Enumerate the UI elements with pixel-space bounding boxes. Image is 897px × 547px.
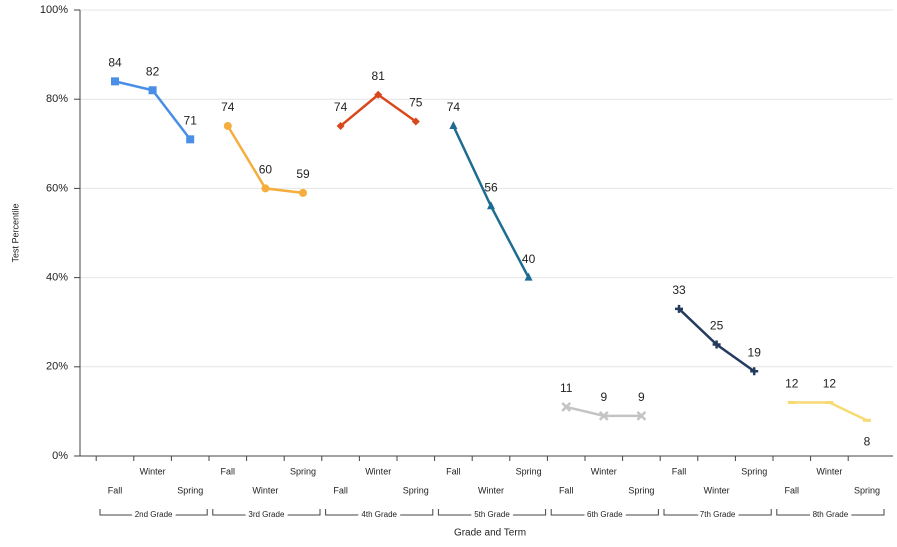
x-tick-label: Fall (333, 485, 348, 495)
marker (111, 77, 119, 86)
x-tick-label: Fall (672, 466, 687, 476)
data-label: 71 (184, 114, 198, 128)
marker (598, 410, 609, 421)
marker (449, 120, 458, 129)
data-label: 40 (522, 252, 536, 266)
x-tick-label: Spring (741, 466, 767, 476)
marker (524, 272, 533, 281)
marker (223, 121, 232, 130)
x-tick-label: Spring (403, 485, 429, 495)
data-label: 8 (864, 434, 871, 448)
x-tick-label: Spring (516, 466, 542, 476)
data-label: 82 (146, 64, 160, 78)
series-line (791, 401, 868, 422)
group-label: 2nd Grade (135, 510, 173, 519)
x-axis-label: Grade and Term (454, 528, 526, 539)
x-tick-label: Winter (704, 485, 730, 495)
marker (561, 402, 572, 412)
group-label: 5th Grade (474, 510, 510, 519)
data-label: 25 (710, 319, 724, 333)
x-tick-label: Winter (365, 466, 391, 476)
marker (299, 188, 307, 197)
marker (675, 304, 683, 313)
x-tick-label: Winter (140, 466, 166, 476)
y-tick-label: 60% (46, 182, 68, 194)
group-bracket (325, 509, 434, 516)
x-tick-label: Fall (221, 466, 236, 476)
data-label: 81 (372, 69, 386, 83)
data-label: 84 (108, 56, 122, 70)
data-label: 19 (748, 345, 762, 359)
marker (636, 410, 647, 421)
y-tick-label: 40% (46, 272, 68, 284)
x-tick-label: Spring (177, 485, 203, 495)
x-tick-label: Winter (478, 485, 504, 495)
group-bracket (550, 509, 659, 516)
data-label: 9 (600, 390, 607, 404)
marker (261, 184, 270, 193)
y-tick-label: 100% (40, 4, 68, 16)
marker (374, 90, 383, 99)
group-label: 7th Grade (700, 510, 736, 519)
y-tick-label: 80% (46, 93, 68, 105)
x-tick-label: Spring (628, 485, 654, 495)
group-bracket (663, 509, 772, 516)
group-label: 6th Grade (587, 510, 623, 519)
y-axis-label: Test Percentile (10, 203, 20, 262)
series-line (226, 125, 304, 195)
marker (411, 117, 420, 126)
data-label: 9 (638, 390, 645, 404)
x-tick-label: Winter (816, 466, 842, 476)
marker (750, 367, 759, 376)
marker (148, 86, 157, 95)
group-bracket (212, 509, 321, 516)
marker (712, 340, 721, 349)
y-tick-label: 20% (46, 361, 68, 373)
marker (186, 135, 195, 144)
data-label: 60 (259, 163, 273, 177)
data-label: 33 (672, 283, 686, 297)
data-label: 74 (447, 100, 461, 114)
data-label: 56 (484, 180, 498, 194)
marker (487, 201, 495, 210)
data-label: 12 (785, 377, 799, 391)
group-bracket (776, 509, 885, 516)
x-tick-label: Spring (290, 466, 316, 476)
x-tick-label: Fall (785, 485, 800, 495)
group-label: 8th Grade (813, 510, 849, 519)
group-label: 4th Grade (361, 510, 397, 519)
data-label: 11 (560, 381, 573, 395)
data-label: 75 (409, 96, 423, 110)
data-label: 74 (221, 100, 235, 114)
group-bracket (437, 509, 547, 516)
marker (336, 121, 345, 130)
x-tick-label: Fall (108, 485, 123, 495)
group-label: 3rd Grade (248, 510, 285, 519)
data-label: 59 (296, 167, 310, 181)
x-tick-label: Spring (854, 485, 880, 495)
data-label: 12 (823, 377, 837, 391)
x-tick-label: Winter (591, 466, 617, 476)
y-tick-label: 0% (52, 450, 68, 462)
group-bracket (99, 509, 208, 516)
x-tick-label: Fall (559, 485, 574, 495)
x-tick-label: Winter (252, 485, 278, 495)
x-tick-label: Fall (446, 466, 461, 476)
data-label: 74 (334, 100, 348, 114)
